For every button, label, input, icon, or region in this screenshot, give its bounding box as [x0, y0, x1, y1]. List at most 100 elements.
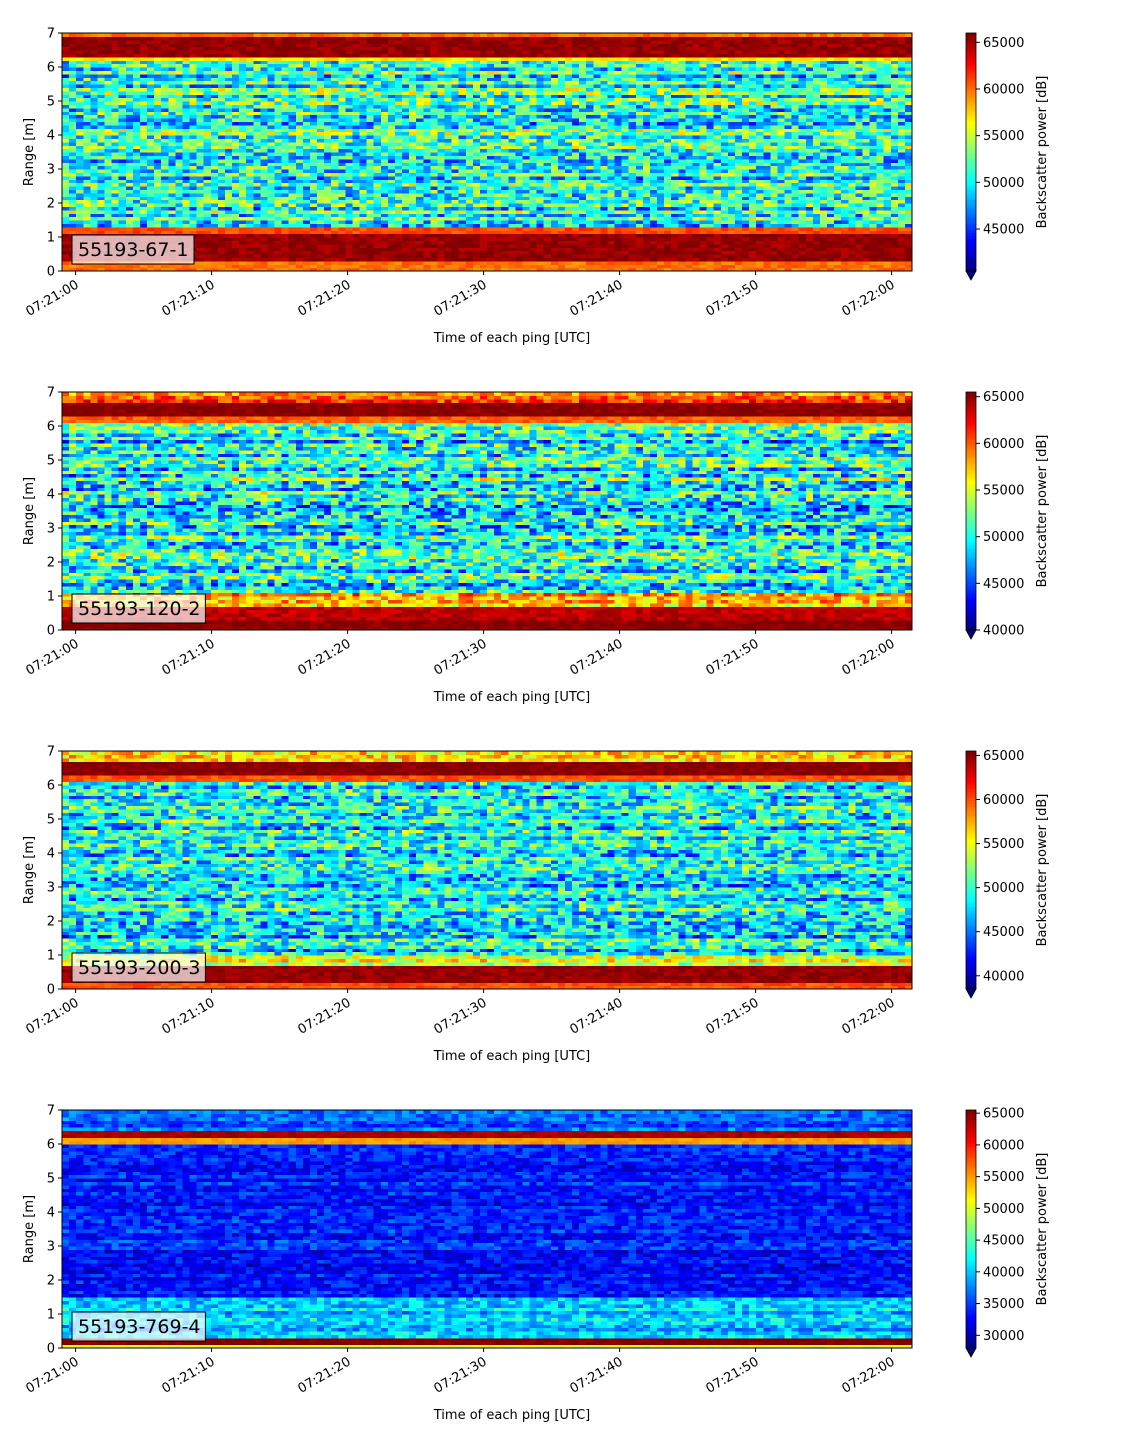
heatmap-cell [168, 131, 176, 136]
heatmap-cell [359, 196, 368, 201]
heatmap-cell [536, 250, 545, 255]
heatmap-cell [572, 223, 580, 228]
heatmap-cell [487, 230, 495, 235]
heatmap-cell [848, 196, 856, 201]
heatmap-cell [274, 199, 283, 204]
heatmap-cell [557, 240, 566, 245]
heatmap-cell [210, 175, 219, 180]
heatmap-cell [423, 216, 431, 221]
heatmap-cell [437, 260, 446, 265]
heatmap-cell [664, 206, 672, 211]
heatmap-cell [734, 264, 743, 269]
heatmap-cell [834, 243, 842, 248]
heatmap-cell [416, 267, 424, 272]
heatmap-cell [550, 158, 559, 163]
heatmap-cell [182, 216, 191, 221]
heatmap-cell [394, 223, 403, 228]
heatmap-cell [359, 233, 368, 238]
heatmap-cell [359, 165, 368, 170]
heatmap-cell [175, 186, 184, 190]
heatmap-cell [324, 257, 332, 262]
heatmap-cell [394, 230, 403, 235]
heatmap-cell [458, 240, 467, 245]
heatmap-cell [479, 220, 488, 224]
heatmap-cell [621, 223, 630, 228]
heatmap-cell [62, 158, 70, 163]
heatmap-cell [416, 220, 424, 224]
heatmap-cell [678, 213, 686, 218]
heatmap-cell [883, 233, 892, 238]
heatmap-cell [586, 158, 594, 163]
heatmap-cell [182, 264, 191, 269]
heatmap-cell [621, 196, 630, 201]
heatmap-cell [883, 209, 892, 214]
heatmap-cell [246, 264, 254, 269]
heatmap-cell [267, 141, 276, 146]
heatmap-cell [564, 257, 573, 262]
heatmap-cell [657, 230, 665, 235]
heatmap-cell [295, 131, 304, 136]
heatmap-cell [841, 192, 849, 197]
heatmap-cell [855, 216, 864, 221]
heatmap-cell [621, 230, 630, 235]
heatmap-cell [572, 196, 580, 201]
heatmap-cell [430, 148, 439, 153]
heatmap-cell [550, 247, 559, 252]
heatmap-cell [827, 196, 835, 201]
heatmap-cell [734, 158, 743, 163]
heatmap-cell [742, 243, 750, 248]
heatmap-cell [331, 254, 339, 258]
heatmap-cell [402, 220, 410, 224]
heatmap-cell [274, 247, 283, 252]
heatmap-cell [494, 196, 502, 201]
heatmap-cell [564, 203, 573, 207]
heatmap-cell [607, 182, 616, 187]
heatmap-cell [586, 179, 594, 184]
heatmap-cell [62, 240, 70, 245]
heatmap-cell [203, 189, 212, 194]
heatmap-cell [366, 223, 375, 228]
heatmap-cell [742, 141, 750, 146]
heatmap-cell [402, 158, 410, 163]
heatmap-cell [324, 141, 332, 146]
heatmap-cell [97, 209, 106, 214]
heatmap-cell [607, 247, 616, 252]
heatmap-cell [515, 196, 524, 201]
heatmap-cell [253, 230, 261, 235]
heatmap-cell [451, 179, 460, 184]
heatmap-cell [791, 223, 800, 228]
heatmap-cell [203, 203, 212, 207]
heatmap-cell [338, 220, 346, 224]
heatmap-cell [444, 254, 453, 258]
heatmap-cell [564, 233, 573, 238]
heatmap-cell [132, 141, 141, 146]
heatmap-cell [267, 189, 276, 194]
heatmap-cell [487, 213, 495, 218]
heatmap-cell [465, 220, 474, 224]
heatmap-cell [805, 250, 814, 255]
heatmap-cell [515, 230, 524, 235]
heatmap-cell [834, 237, 842, 241]
heatmap-cell [593, 223, 601, 228]
heatmap-cell [345, 175, 354, 180]
heatmap-cell [139, 199, 148, 204]
heatmap-cell [203, 165, 212, 170]
heatmap-cell [692, 267, 701, 272]
heatmap-cell [812, 199, 821, 204]
heatmap-cell [699, 165, 708, 170]
heatmap-cell [97, 192, 106, 197]
heatmap-cell [564, 199, 573, 204]
heatmap-cell [628, 233, 637, 238]
heatmap-cell [848, 243, 856, 248]
heatmap-cell [841, 141, 849, 146]
heatmap-cell [529, 223, 538, 228]
heatmap-cell [713, 257, 722, 262]
heatmap-cell [267, 148, 276, 153]
heatmap-cell [295, 247, 304, 252]
heatmap-cell [550, 182, 559, 187]
heatmap-cell [352, 203, 361, 207]
heatmap-cell [671, 240, 679, 245]
heatmap-cell [734, 254, 743, 258]
heatmap-cell [593, 203, 601, 207]
heatmap-cell [827, 254, 835, 258]
